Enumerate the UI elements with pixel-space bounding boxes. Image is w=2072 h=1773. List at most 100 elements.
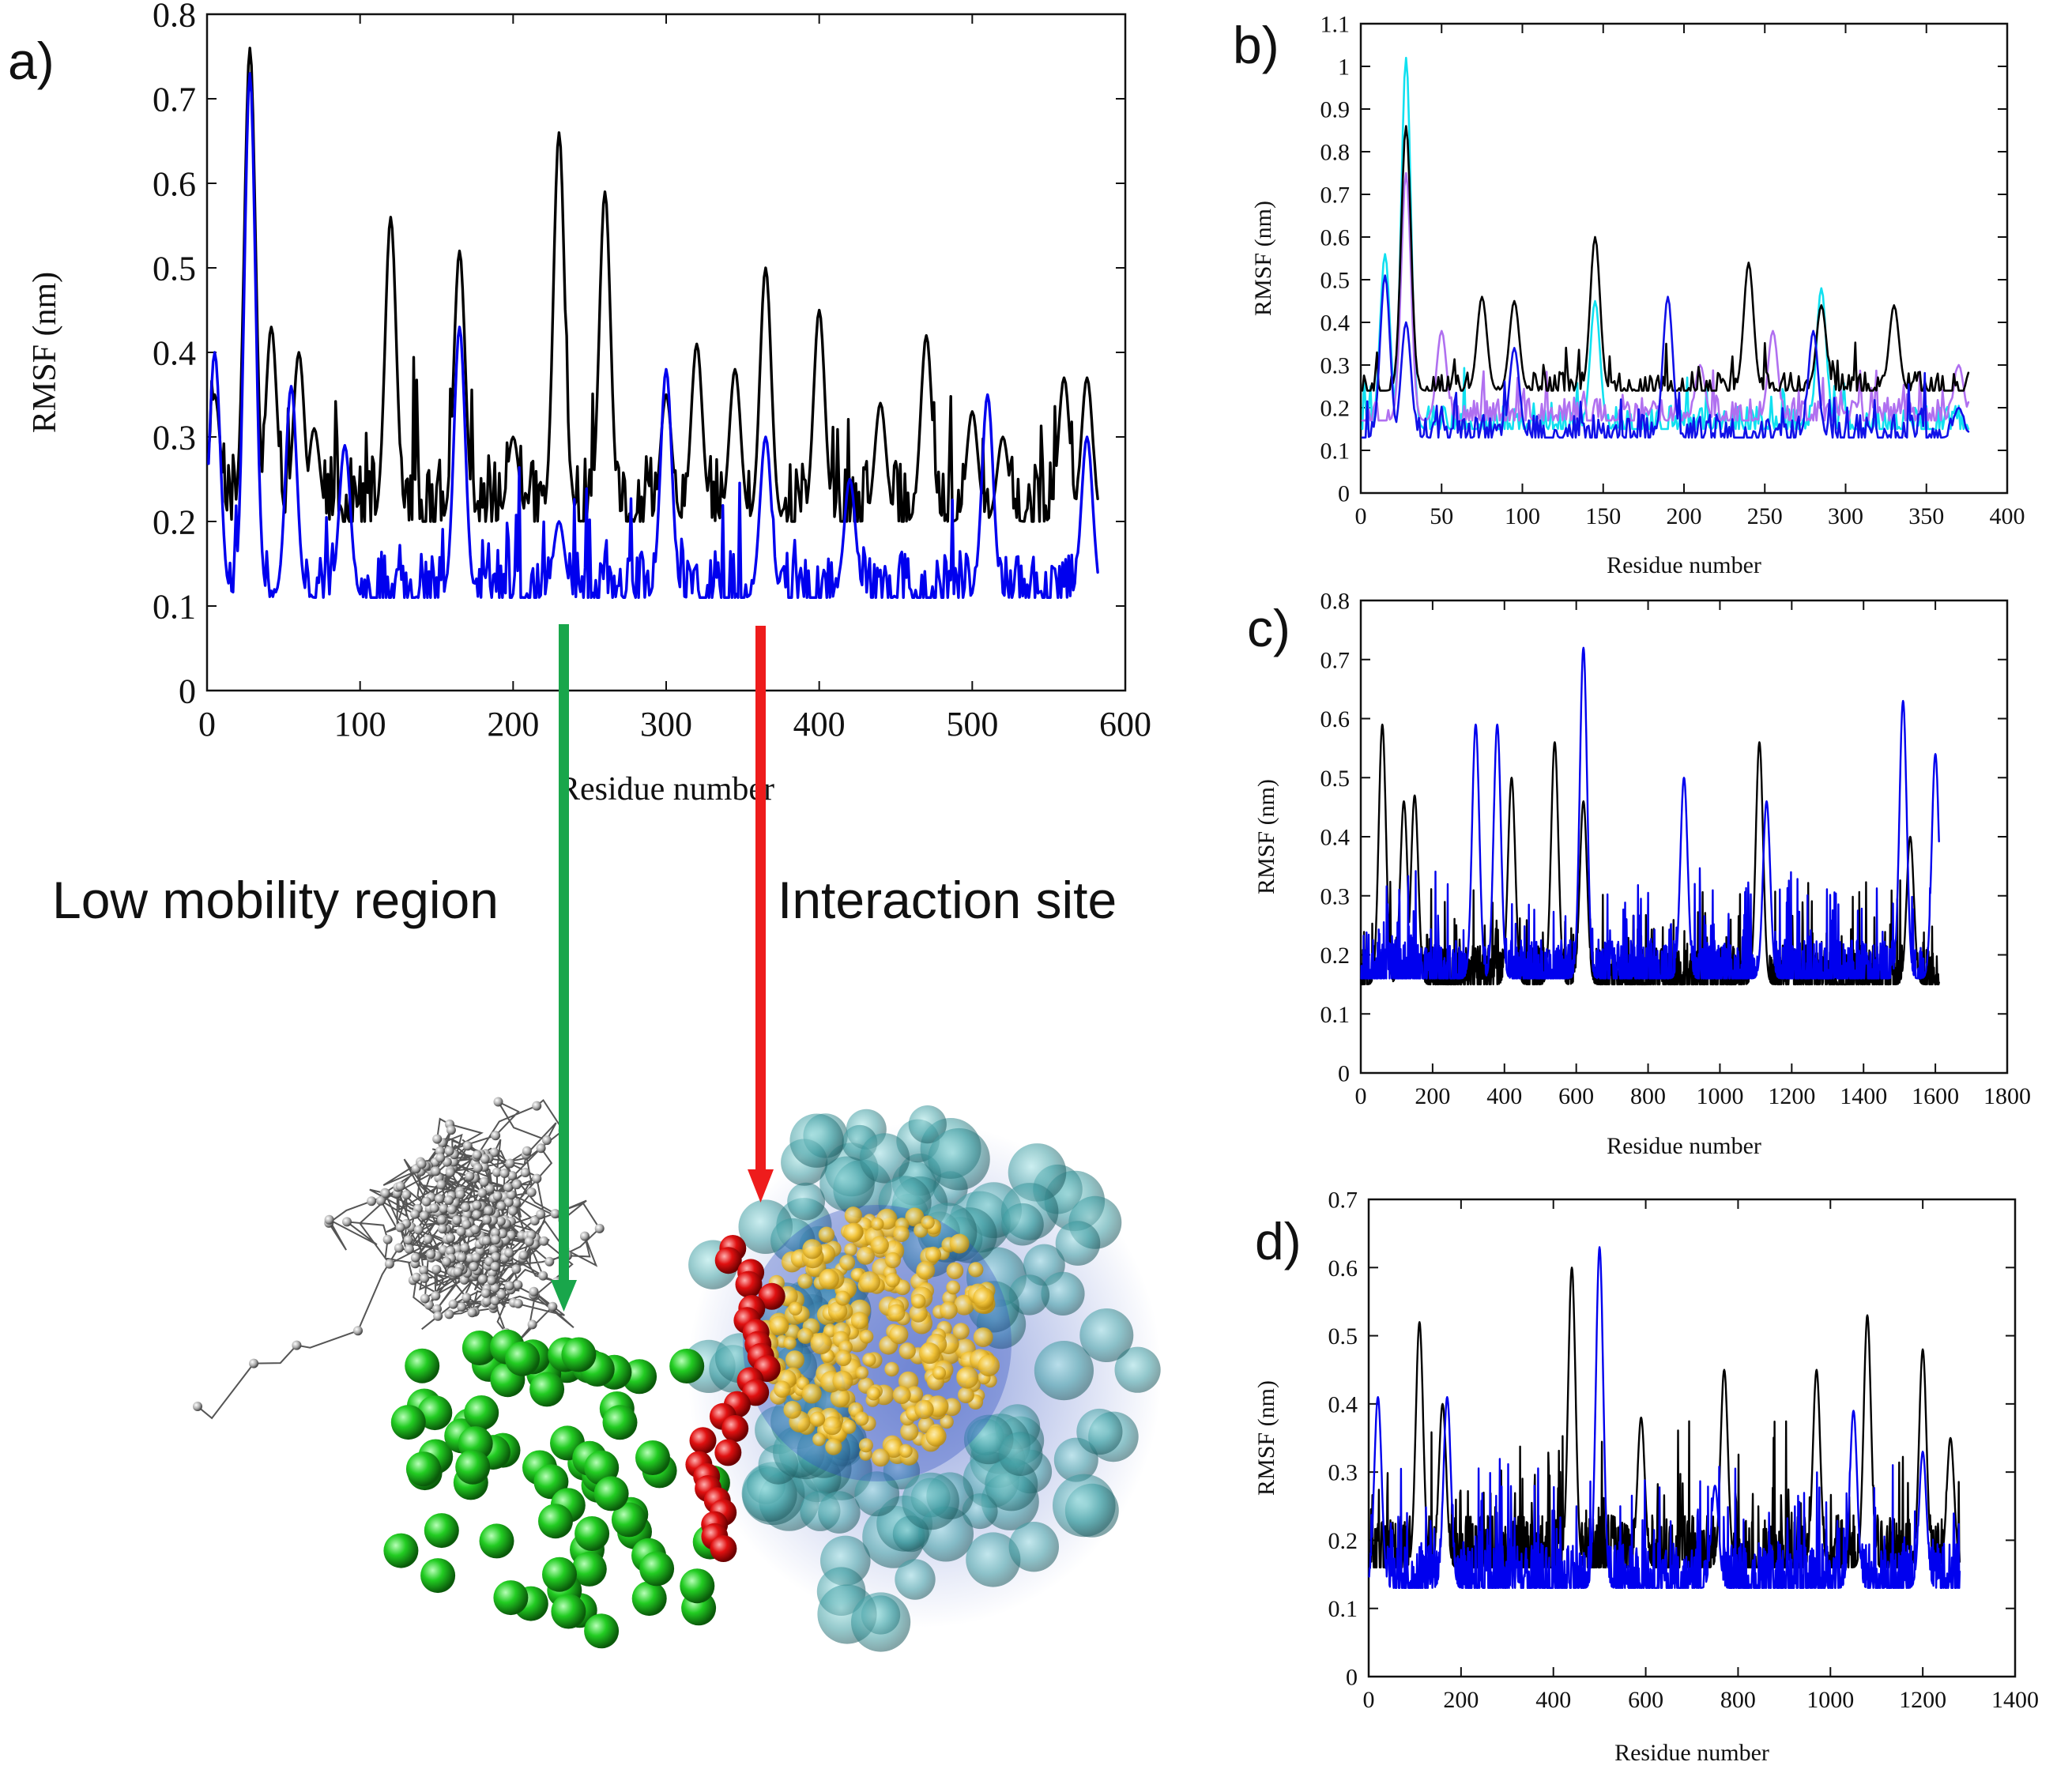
core-atom xyxy=(859,1329,874,1344)
core-atom xyxy=(797,1327,814,1344)
surface-blob xyxy=(902,1472,959,1530)
core-atom xyxy=(889,1325,909,1345)
y-tick-label: 0.3 xyxy=(153,418,196,457)
green-residue-bead xyxy=(538,1504,573,1539)
backbone-atom xyxy=(477,1188,488,1198)
core-atom xyxy=(887,1304,906,1322)
y-tick-label: 0.1 xyxy=(1328,1596,1358,1622)
surface-blob xyxy=(818,1491,861,1534)
core-atom xyxy=(866,1386,881,1401)
core-atom xyxy=(844,1206,862,1225)
backbone-atom xyxy=(446,1246,456,1256)
core-atom xyxy=(830,1387,850,1408)
backbone-atom xyxy=(382,1234,393,1244)
backbone-atom xyxy=(524,1237,534,1247)
plot-frame xyxy=(205,13,1127,692)
low-mobility-residues xyxy=(383,1329,730,1649)
backbone-atom xyxy=(421,1196,431,1206)
core-atom xyxy=(855,1366,869,1380)
y-tick-label: 0.1 xyxy=(153,587,196,626)
core-atom xyxy=(802,1239,823,1259)
backbone-atom xyxy=(395,1222,405,1233)
chart-panel-b: b) 0 0.1 0.2 0.3 0.4 0.5 0.6 0.7 0.8 0.9 1 1.1 0 50 100… xyxy=(1233,12,2025,579)
series-line-blue xyxy=(1361,274,1970,439)
core-atom xyxy=(940,1414,954,1429)
backbone-atom xyxy=(496,1289,507,1300)
red-residue-bead xyxy=(714,1439,742,1466)
backbone-atom xyxy=(526,1188,537,1197)
backbone-trace xyxy=(193,1097,605,1420)
backbone-atom xyxy=(511,1198,522,1208)
y-tick-label: 0 xyxy=(1346,1665,1358,1691)
backbone-atom xyxy=(488,1244,499,1255)
y-tick-label: 0 xyxy=(1338,481,1350,507)
green-residue-bead xyxy=(424,1513,459,1549)
backbone-atom xyxy=(453,1267,463,1277)
y-tick-label: 1 xyxy=(1338,55,1350,81)
yellow-core-atoms xyxy=(755,1206,1000,1467)
backbone-atom xyxy=(491,1235,501,1245)
x-tick-label: 600 xyxy=(1099,705,1151,743)
y-tick-label: 0.4 xyxy=(153,333,196,372)
green-residue-bead xyxy=(602,1405,638,1440)
green-residue-bead xyxy=(479,1523,514,1559)
surface-blob xyxy=(851,1592,911,1652)
y-tick-label: 0.5 xyxy=(1320,268,1351,294)
x-tick-label: 1600 xyxy=(1912,1083,1959,1109)
backbone-atom xyxy=(465,1171,475,1181)
surface-blob xyxy=(1079,1308,1134,1362)
backbone-atom xyxy=(436,1180,446,1190)
y-tick-label: 0.6 xyxy=(1320,225,1351,251)
y-axis-title: RMSF (nm) xyxy=(1253,1380,1279,1496)
core-atom xyxy=(900,1422,919,1441)
surface-blob xyxy=(998,1432,1043,1476)
backbone-atom xyxy=(490,1296,500,1306)
backbone-atom xyxy=(342,1217,352,1227)
backbone-atom xyxy=(456,1226,466,1237)
backbone-atom xyxy=(444,1146,454,1156)
core-atom xyxy=(823,1416,842,1436)
green-residue-bead xyxy=(405,1451,441,1487)
y-tick-label: 0.5 xyxy=(1320,766,1351,792)
backbone-atom xyxy=(491,1131,501,1141)
core-atom xyxy=(827,1301,848,1321)
core-atom xyxy=(898,1444,913,1459)
core-atom xyxy=(850,1312,868,1330)
x-tick-label: 200 xyxy=(1415,1083,1450,1109)
surface-blob xyxy=(1034,1341,1094,1401)
green-residue-bead xyxy=(639,1551,675,1587)
backbone-atom xyxy=(457,1252,467,1263)
backbone-atom xyxy=(489,1147,499,1158)
x-tick-label: 400 xyxy=(793,705,846,743)
backbone-atom xyxy=(496,1201,507,1211)
backbone-atom xyxy=(448,1299,458,1309)
x-tick-label: 100 xyxy=(1505,503,1540,529)
x-tick-label: 50 xyxy=(1430,503,1453,529)
series-line-cyan xyxy=(1361,56,1970,431)
backbone-atom xyxy=(444,1309,454,1319)
green-residue-bead xyxy=(529,1372,565,1407)
backbone-atom xyxy=(492,1167,502,1177)
core-atom xyxy=(968,1262,984,1278)
core-atom xyxy=(925,1425,947,1447)
core-atom xyxy=(812,1432,827,1447)
green-residue-bead xyxy=(669,1349,705,1383)
backbone-atom xyxy=(520,1168,530,1177)
backbone-atom xyxy=(529,1286,539,1297)
backbone-atom xyxy=(435,1194,445,1204)
core-atom xyxy=(973,1287,995,1309)
backbone-atom xyxy=(413,1225,424,1235)
surface-blob xyxy=(1114,1346,1161,1393)
backbone-atom xyxy=(499,1169,510,1178)
green-residue-bead xyxy=(493,1580,529,1616)
backbone-atom xyxy=(419,1265,429,1275)
green-residue-bead xyxy=(420,1558,456,1594)
green-residue-bead xyxy=(593,1476,629,1511)
y-tick-label: 0.7 xyxy=(153,80,196,119)
y-tick-label: 0.4 xyxy=(1328,1391,1358,1417)
backbone-atom xyxy=(467,1308,477,1318)
y-tick-label: 0.5 xyxy=(153,249,196,288)
x-tick-label: 600 xyxy=(1558,1083,1594,1109)
backbone-atom xyxy=(532,1101,542,1111)
surface-blob xyxy=(859,1133,910,1184)
